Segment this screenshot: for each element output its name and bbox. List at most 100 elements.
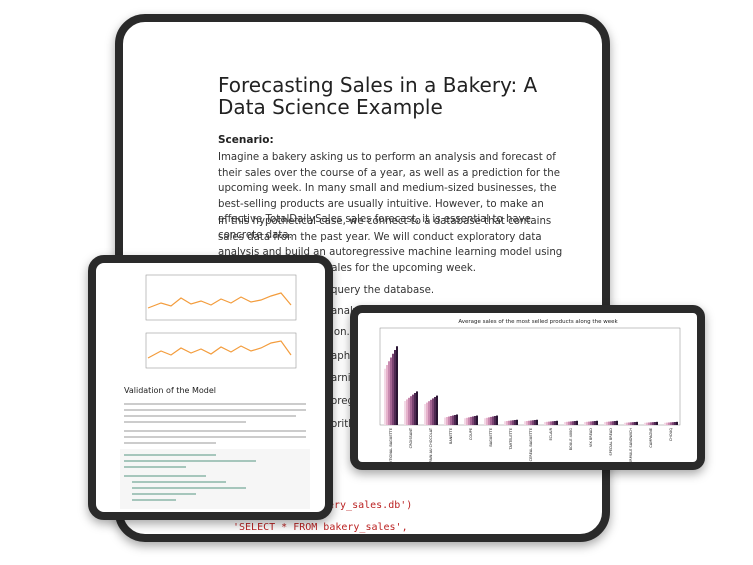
bar-decoration — [464, 418, 466, 425]
bar-decoration — [588, 421, 590, 425]
x-tick-label: CHOUQ — [669, 428, 673, 441]
bar-decoration — [408, 397, 410, 425]
bar-decoration — [668, 422, 670, 425]
bar-decoration — [634, 422, 636, 425]
bar-decoration — [490, 416, 492, 425]
bar-decoration — [386, 365, 388, 425]
bar-decoration — [652, 422, 654, 425]
bar-decoration — [632, 422, 634, 425]
left-tablet: Validation of the Model — [88, 255, 333, 520]
bar-decoration — [524, 421, 526, 425]
bar-decoration — [564, 422, 566, 425]
bar-decoration — [646, 422, 648, 425]
partial-text: orith — [331, 419, 355, 430]
bar-decoration — [616, 420, 618, 425]
bar-decoration — [428, 401, 430, 425]
x-tick-label: BANETTE — [449, 428, 453, 444]
bar-decoration — [572, 421, 574, 425]
code-line: 'SELECT * FROM bakery_sales', — [233, 522, 408, 533]
bar-decoration — [384, 368, 386, 425]
bar-decoration — [654, 422, 656, 425]
bar-decoration — [450, 416, 452, 425]
bar-decoration — [496, 415, 498, 425]
bar-decoration — [594, 421, 596, 425]
bar-decoration — [454, 415, 456, 425]
bar-decoration — [570, 421, 572, 425]
bar-decoration — [528, 420, 530, 425]
bar-decoration — [468, 417, 470, 425]
bar-decoration — [436, 395, 438, 425]
x-tick-label: BOULE 400G — [569, 428, 573, 451]
bar-decoration — [548, 421, 550, 425]
bar-decoration — [574, 421, 576, 425]
bar-decoration — [648, 422, 650, 425]
bar-decoration — [666, 422, 668, 425]
bar-decoration — [446, 417, 448, 425]
bar-decoration — [430, 399, 432, 425]
bar-decoration — [504, 421, 506, 425]
bar-decoration — [610, 421, 612, 425]
chart-title: Average sales of the most selled product… — [458, 319, 618, 325]
x-tick-label: ECLAIR — [549, 427, 553, 440]
bar-decoration — [416, 391, 418, 425]
x-tick-label: CEREAL BAGUETTE — [529, 428, 533, 461]
bar-decoration — [466, 417, 468, 425]
bar-decoration — [470, 416, 472, 425]
left-heading: Validation of the Model — [124, 386, 216, 395]
bar-decoration — [606, 421, 608, 425]
bar-decoration — [614, 421, 616, 425]
bar-decoration — [390, 357, 392, 425]
bar-decoration — [536, 419, 538, 425]
bar-decoration — [406, 399, 408, 425]
bar-decoration — [388, 361, 390, 425]
code-line: ery_sales.db') — [328, 500, 413, 511]
x-tick-label: BAGUETTE — [489, 428, 493, 447]
bar-decoration — [550, 421, 552, 425]
bar-decoration — [414, 393, 416, 425]
x-tick-label: SPECIAL BREAD — [609, 428, 613, 456]
partial-text: oreg — [331, 396, 354, 407]
bar-decoration — [544, 422, 546, 425]
section-heading: Scenario: — [218, 134, 274, 146]
bar-decoration — [432, 398, 434, 425]
bar-decoration — [624, 422, 626, 425]
bar-decoration — [530, 420, 532, 425]
bar-decoration — [426, 402, 428, 425]
bar-decoration — [484, 418, 486, 425]
bar-decoration — [630, 422, 632, 425]
bar-decoration — [514, 420, 516, 425]
bar-decoration — [512, 420, 514, 425]
document-title: Forecasting Sales in a Bakery: A Data Sc… — [218, 73, 538, 119]
bar-decoration — [604, 422, 606, 425]
bar-decoration — [676, 421, 678, 425]
bar-decoration — [508, 420, 510, 425]
bar-decoration — [434, 397, 436, 425]
bar-decoration — [412, 394, 414, 425]
x-tick-label: CROISSANT — [409, 427, 413, 448]
bar-decoration — [392, 353, 394, 425]
bar-decoration — [656, 421, 658, 425]
x-tick-label: TARTELETTE — [509, 428, 513, 450]
code-line: conn — [233, 537, 257, 542]
bar-decoration — [566, 421, 568, 425]
bar-decoration — [674, 422, 676, 425]
bar-decoration — [556, 420, 558, 425]
bar-decoration — [404, 401, 406, 425]
bar-decoration — [444, 417, 446, 425]
bar-decoration — [664, 422, 666, 425]
bar-decoration — [552, 421, 554, 425]
partial-text: analy — [331, 306, 359, 317]
bar-decoration — [546, 421, 548, 425]
x-tick-label: FORMULE SANDWICH — [629, 428, 633, 462]
bar-decoration — [670, 422, 672, 425]
bar-decoration — [492, 416, 494, 425]
bar-decoration — [554, 421, 556, 425]
bar-decoration — [456, 414, 458, 425]
bar-decoration — [452, 415, 454, 425]
x-tick-label: CAMPAGNE — [649, 428, 653, 448]
bar-decoration — [644, 422, 646, 425]
bar-decoration — [596, 420, 598, 425]
bar-decoration — [636, 421, 638, 425]
bar-decoration — [506, 421, 508, 425]
bar-decoration — [476, 415, 478, 425]
